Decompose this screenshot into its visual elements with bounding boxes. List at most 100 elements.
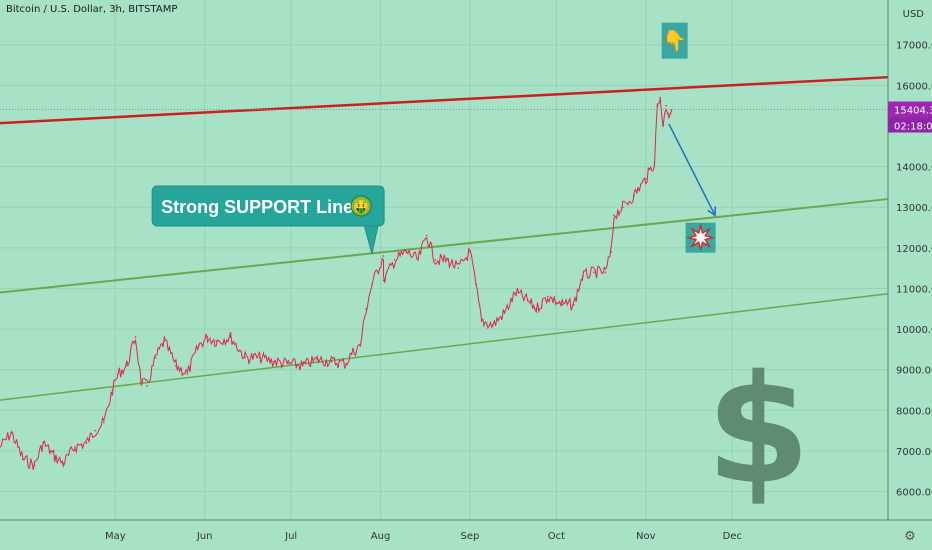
price-point <box>546 295 549 298</box>
price-point <box>206 336 209 338</box>
pointing-hand-icon-bg <box>661 22 688 59</box>
chart-title: Bitcoin / U.S. Dollar, 3h, BITSTAMP <box>6 4 178 15</box>
x-tick-label: Nov <box>636 531 656 542</box>
price-point <box>613 214 615 217</box>
price-point <box>62 462 65 464</box>
price-point <box>359 344 362 347</box>
trendline-support-upper <box>0 198 889 294</box>
y-tick-label: 11000.00 <box>896 284 932 295</box>
y-tick-label: 12000.00 <box>896 244 932 255</box>
x-tick-label: Sep <box>461 531 480 542</box>
price-point <box>653 161 656 164</box>
price-point <box>581 275 584 278</box>
countdown-badge <box>888 117 932 133</box>
price-point <box>503 312 506 314</box>
price-point <box>593 271 595 273</box>
price-point <box>469 251 471 253</box>
price-point <box>405 251 408 253</box>
price-point <box>102 421 105 424</box>
callout-text: Strong SUPPORT Line <box>161 197 353 217</box>
time-axis <box>0 520 932 550</box>
price-line <box>0 98 673 470</box>
price-point <box>117 372 120 375</box>
y-tick-label: 14000.00 <box>896 163 932 174</box>
price-point <box>535 307 538 310</box>
price-point <box>633 194 636 196</box>
price-point <box>0 446 1 448</box>
gear-icon: ⚙ <box>904 528 916 543</box>
price-point <box>301 364 304 367</box>
callout-box <box>151 185 385 227</box>
price-point <box>53 456 56 458</box>
x-tick-label: Aug <box>371 531 391 542</box>
price-point <box>215 340 218 343</box>
price-point <box>668 112 670 115</box>
price-point <box>515 291 517 294</box>
price-point <box>33 464 36 466</box>
plot-background <box>0 0 888 520</box>
price-point <box>665 104 667 107</box>
price-point <box>140 381 143 383</box>
price-point <box>394 259 396 261</box>
money-face-emoji: 🤑 <box>353 199 369 215</box>
price-point <box>229 336 232 338</box>
price-point <box>645 177 647 180</box>
price-point <box>126 364 128 367</box>
projection-arrow-line <box>668 123 716 216</box>
money-face-icon <box>350 195 372 217</box>
price-point <box>382 279 385 282</box>
trendline-resistance <box>0 75 889 125</box>
price-point <box>526 299 529 302</box>
price-point <box>85 442 88 444</box>
price-point <box>111 389 114 391</box>
price-point <box>273 360 275 363</box>
y-tick-label: 17000.00 <box>896 41 932 52</box>
price-point <box>345 362 347 365</box>
x-tick-label: Jul <box>284 531 297 542</box>
y-tick-label: 9000.00 <box>896 366 932 377</box>
price-point <box>474 283 477 286</box>
price-point <box>258 356 261 359</box>
x-tick-label: Jun <box>196 531 213 542</box>
y-tick-label: 6000.00 <box>896 488 932 499</box>
currency-label: USD <box>902 9 924 20</box>
price-point <box>350 352 353 355</box>
price-point <box>656 104 659 107</box>
countdown-label: 02:18:04 <box>894 122 932 133</box>
price-point <box>480 320 483 322</box>
support-callout: Strong SUPPORT Line 🤑 <box>151 185 385 255</box>
price-point <box>42 442 45 444</box>
price-point <box>22 458 24 460</box>
y-tick-label: 7000.00 <box>896 447 932 458</box>
price-point <box>621 206 624 208</box>
price-point <box>10 431 13 434</box>
grid <box>0 0 888 520</box>
dollar-sign-icon: $ <box>706 344 810 518</box>
price-point <box>244 356 246 359</box>
price-point <box>287 362 290 365</box>
price-point <box>425 234 428 237</box>
x-tick-label: May <box>105 531 126 542</box>
projection-arrow-head <box>707 206 717 217</box>
price-point <box>382 255 385 257</box>
price-point <box>198 344 200 347</box>
price-point <box>94 429 96 432</box>
price-point <box>572 303 575 306</box>
x-tick-label: Oct <box>548 531 565 542</box>
pointing-hand-icon: 👇 <box>662 30 687 53</box>
price-point <box>659 96 662 99</box>
price-point <box>134 336 137 338</box>
last-price-label: 15404.34 <box>894 106 932 117</box>
y-tick-label: 8000.00 <box>896 406 932 417</box>
price-point <box>316 358 318 361</box>
price-point <box>561 303 564 306</box>
price-point <box>74 446 76 448</box>
price-point <box>371 283 373 286</box>
y-tick-label: 10000.00 <box>896 325 932 336</box>
price-point <box>175 364 177 367</box>
explosion-icon <box>685 222 716 250</box>
price-point <box>457 267 460 269</box>
last-price-badge <box>888 101 932 118</box>
